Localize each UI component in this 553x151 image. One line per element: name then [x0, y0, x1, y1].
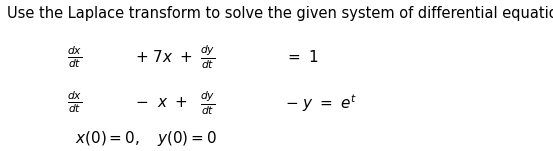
Text: Use the Laplace transform to solve the given system of differential equations.: Use the Laplace transform to solve the g… [7, 6, 553, 21]
Text: $+\ 7x\ +$: $+\ 7x\ +$ [135, 49, 193, 65]
Text: $=\ 1$: $=\ 1$ [285, 49, 319, 65]
Text: $\frac{dx}{dt}$: $\frac{dx}{dt}$ [67, 45, 82, 70]
Text: $-\ y\ =\ e^{t}$: $-\ y\ =\ e^{t}$ [285, 92, 357, 114]
Text: $\frac{dy}{dt}$: $\frac{dy}{dt}$ [200, 43, 215, 71]
Text: $\frac{dy}{dt}$: $\frac{dy}{dt}$ [200, 89, 215, 117]
Text: $-\ \ x\ +$: $-\ \ x\ +$ [135, 95, 188, 110]
Text: $x(0) = 0, \quad y(0) = 0$: $x(0) = 0, \quad y(0) = 0$ [75, 129, 217, 148]
Text: $\frac{dx}{dt}$: $\frac{dx}{dt}$ [67, 90, 82, 116]
